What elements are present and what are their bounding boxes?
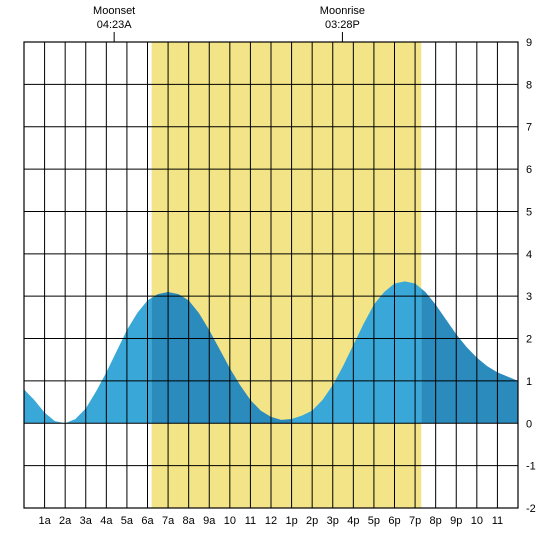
x-tick-label: 11 [492,515,503,527]
y-tick-label: 0 [526,418,532,430]
y-tick-label: 6 [526,164,532,176]
x-tick-label: 2p [306,515,318,527]
top-label-title: Moonset [93,5,135,17]
x-tick-label: 5p [368,515,380,527]
x-tick-label: 12 [265,515,277,527]
x-tick-label: 2a [59,515,72,527]
y-tick-label: -1 [526,461,536,473]
x-tick-label: 7a [162,515,175,527]
top-label-title: Moonrise [320,5,365,17]
y-tick-label: 7 [526,122,532,134]
y-tick-label: -2 [526,503,536,515]
x-tick-label: 9p [450,515,462,527]
y-tick-label: 2 [526,334,532,346]
x-tick-label: 6a [141,515,154,527]
top-label-time: 04:23A [97,19,133,31]
x-tick-label: 10 [224,515,236,527]
y-tick-label: 3 [526,291,532,303]
y-tick-label: 1 [526,376,532,388]
x-tick-label: 8p [430,515,442,527]
x-tick-label: 1a [38,515,51,527]
y-tick-label: 9 [526,37,532,49]
x-tick-label: 4p [347,515,359,527]
top-label-time: 03:28P [325,19,360,31]
x-tick-label: 3p [327,515,339,527]
daylight-band [152,42,422,508]
x-tick-label: 1p [285,515,297,527]
x-tick-label: 5a [121,515,134,527]
x-tick-label: 11 [245,515,256,527]
y-tick-label: 8 [526,79,532,91]
x-tick-label: 8a [183,515,196,527]
y-tick-label: 5 [526,206,532,218]
x-tick-label: 9a [203,515,216,527]
x-tick-label: 7p [409,515,421,527]
y-tick-label: 4 [526,249,532,261]
x-tick-label: 10 [471,515,483,527]
x-tick-label: 6p [388,515,400,527]
x-tick-label: 3a [80,515,93,527]
tide-chart: -2-101234567891a2a3a4a5a6a7a8a9a1011121p… [0,0,550,550]
x-tick-label: 4a [100,515,113,527]
